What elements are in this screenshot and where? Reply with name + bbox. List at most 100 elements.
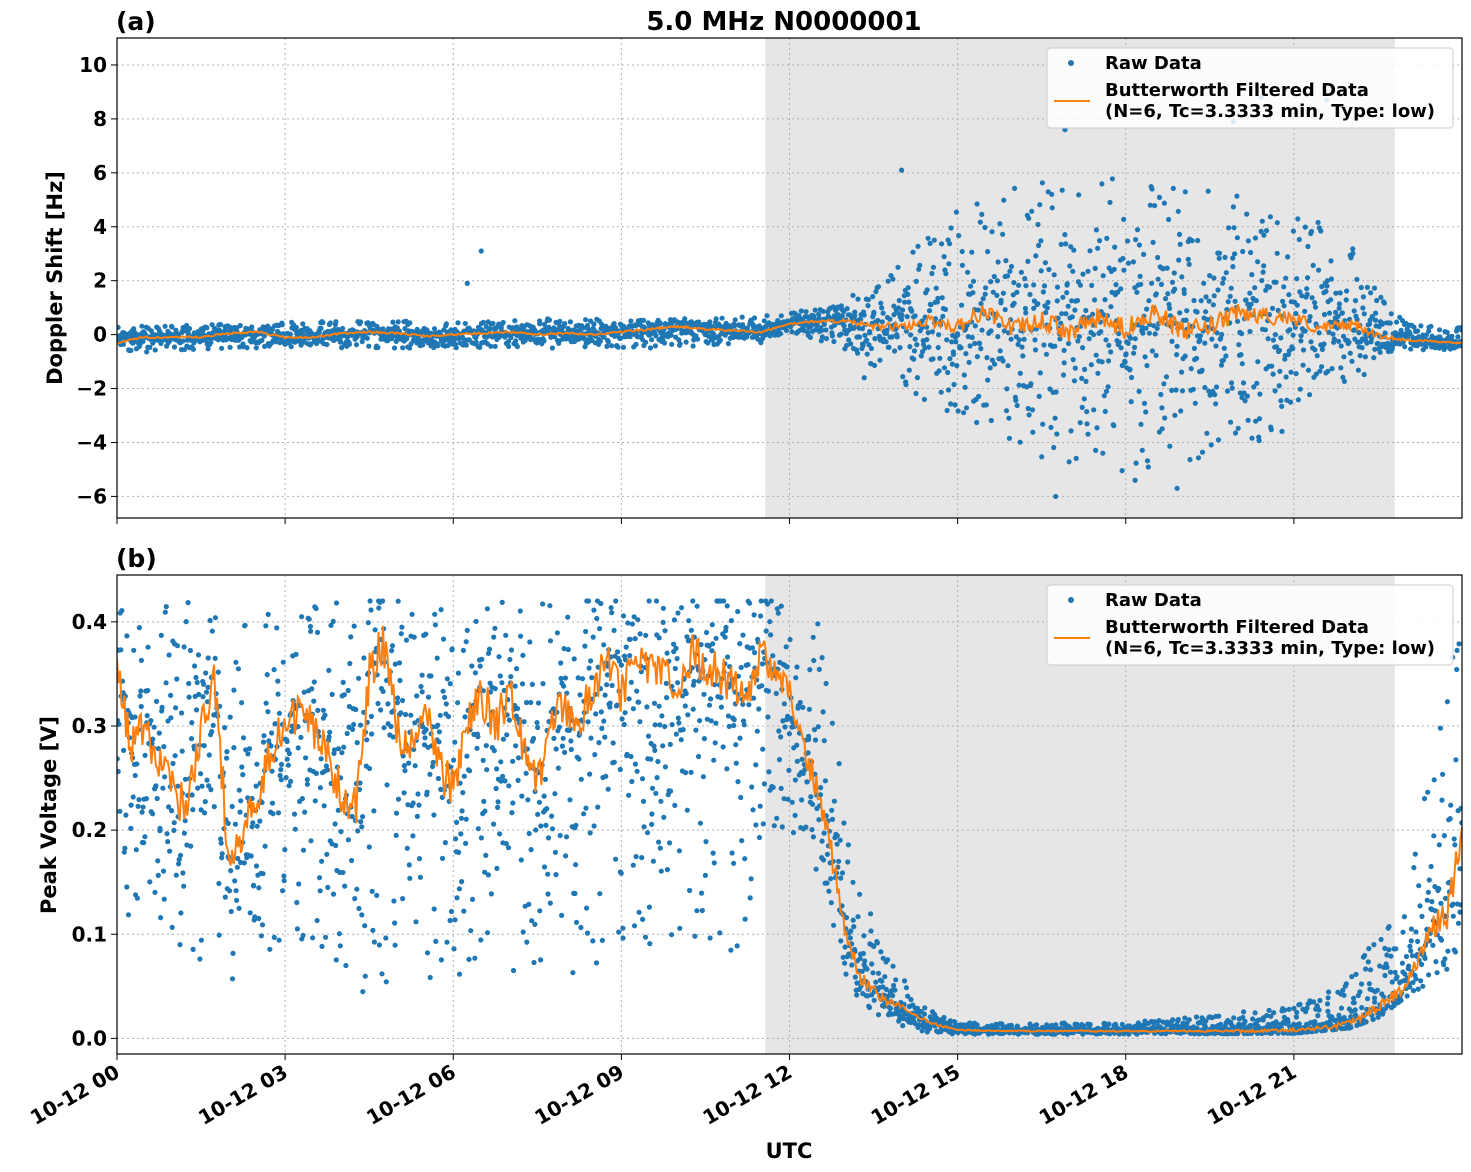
raw-point: [875, 1012, 882, 1018]
raw-point: [456, 971, 463, 977]
raw-point: [1001, 197, 1007, 203]
raw-point: [549, 813, 555, 819]
raw-point: [139, 323, 145, 329]
raw-point: [1293, 371, 1299, 377]
raw-point: [1001, 328, 1008, 334]
raw-point: [914, 375, 921, 381]
raw-point: [1258, 228, 1264, 234]
raw-point: [585, 719, 591, 725]
raw-point: [1341, 378, 1347, 384]
raw-point: [532, 921, 538, 928]
raw-point: [1095, 245, 1101, 251]
raw-point: [611, 627, 617, 634]
raw-point: [939, 241, 945, 247]
raw-point: [250, 820, 256, 826]
raw-point: [269, 800, 276, 806]
raw-point: [841, 820, 847, 826]
raw-point: [631, 614, 637, 620]
raw-point: [526, 830, 532, 837]
raw-point: [485, 650, 492, 657]
raw-point: [1234, 193, 1240, 199]
raw-point: [731, 860, 737, 866]
raw-point: [1272, 388, 1278, 394]
raw-point: [398, 631, 404, 637]
raw-point: [274, 625, 280, 631]
raw-point: [942, 306, 949, 312]
raw-point: [1352, 298, 1359, 304]
raw-point: [468, 928, 474, 934]
raw-point: [462, 320, 468, 327]
raw-point: [1305, 243, 1311, 250]
raw-point: [940, 313, 946, 319]
raw-point: [404, 845, 410, 851]
raw-point: [1053, 1022, 1059, 1028]
raw-point: [201, 743, 207, 749]
raw-point: [584, 905, 590, 911]
raw-point: [944, 337, 950, 343]
raw-point: [198, 937, 204, 943]
raw-point: [173, 872, 179, 878]
raw-point: [1211, 275, 1217, 281]
raw-point: [989, 357, 996, 363]
raw-point: [423, 631, 429, 637]
raw-point: [356, 675, 362, 681]
raw-point: [1268, 427, 1274, 433]
raw-point: [629, 621, 636, 627]
raw-point: [353, 706, 359, 713]
raw-point: [943, 271, 949, 277]
raw-point: [1375, 340, 1381, 346]
raw-point: [652, 722, 658, 728]
raw-point: [1062, 232, 1068, 238]
raw-point: [1241, 1009, 1247, 1015]
raw-point: [891, 303, 897, 309]
raw-point: [1139, 447, 1145, 453]
raw-point: [1007, 268, 1013, 274]
raw-point: [561, 683, 567, 689]
raw-point: [454, 819, 460, 826]
raw-point: [656, 703, 662, 709]
raw-point: [1104, 235, 1110, 241]
raw-point: [288, 344, 294, 350]
raw-point: [1436, 327, 1443, 333]
raw-point: [436, 739, 442, 745]
raw-point: [614, 649, 621, 655]
raw-point: [1235, 1030, 1241, 1037]
raw-point: [654, 775, 660, 781]
raw-point: [580, 325, 587, 331]
raw-point: [358, 819, 364, 825]
raw-point: [1220, 357, 1226, 363]
raw-point: [219, 851, 225, 857]
raw-point: [138, 703, 144, 710]
raw-point: [662, 723, 668, 730]
raw-point: [807, 334, 814, 340]
raw-point: [672, 665, 678, 672]
raw-point: [690, 598, 696, 604]
raw-point: [616, 929, 622, 935]
raw-point: [1125, 340, 1131, 346]
y-tick-label-8: 10: [79, 53, 107, 77]
raw-point: [528, 847, 534, 853]
raw-point: [812, 307, 818, 313]
raw-point: [588, 658, 594, 664]
raw-point: [431, 326, 438, 332]
raw-point: [567, 797, 573, 803]
raw-point: [794, 758, 800, 764]
raw-point: [1155, 276, 1161, 282]
raw-point: [1359, 345, 1365, 351]
raw-point: [842, 944, 848, 950]
raw-point: [317, 785, 323, 791]
raw-point: [554, 630, 561, 636]
raw-point: [653, 333, 659, 339]
raw-point: [487, 326, 493, 332]
raw-point: [141, 840, 147, 846]
raw-point: [1169, 279, 1176, 285]
raw-point: [216, 880, 222, 887]
raw-point: [547, 638, 554, 644]
raw-point: [1245, 238, 1251, 244]
raw-point: [361, 655, 367, 661]
raw-point: [341, 744, 347, 750]
raw-point: [358, 722, 364, 728]
raw-point: [933, 285, 939, 291]
raw-point: [401, 763, 407, 769]
raw-point: [1087, 1021, 1093, 1028]
